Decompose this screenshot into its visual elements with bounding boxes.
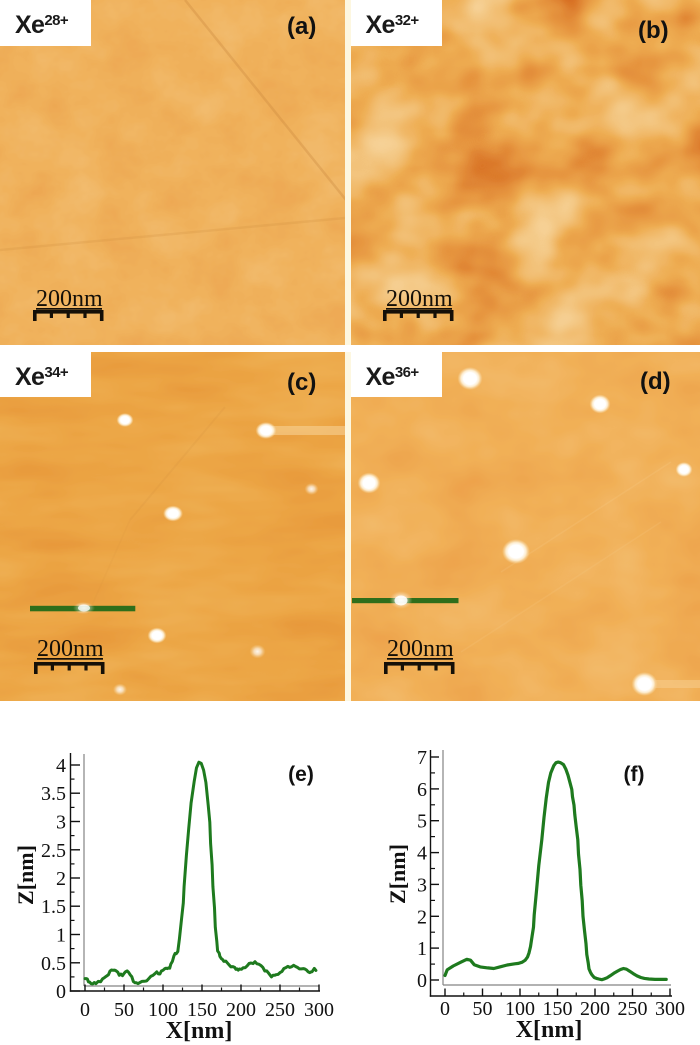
svg-text:0: 0 bbox=[417, 970, 427, 992]
svg-text:3.5: 3.5 bbox=[41, 783, 66, 805]
svg-text:X[nm]: X[nm] bbox=[166, 1018, 233, 1044]
svg-text:7: 7 bbox=[417, 747, 427, 769]
svg-text:250: 250 bbox=[265, 999, 295, 1021]
svg-text:(f): (f) bbox=[624, 763, 645, 786]
svg-text:100: 100 bbox=[505, 998, 535, 1020]
svg-text:200: 200 bbox=[226, 999, 256, 1021]
svg-text:250: 250 bbox=[618, 998, 648, 1020]
svg-text:50: 50 bbox=[473, 998, 493, 1020]
svg-text:50: 50 bbox=[114, 999, 134, 1021]
svg-text:0: 0 bbox=[440, 998, 450, 1020]
svg-text:Z[nm]: Z[nm] bbox=[385, 844, 410, 904]
svg-text:1: 1 bbox=[56, 925, 66, 947]
svg-text:200nm: 200nm bbox=[37, 636, 104, 662]
svg-text:200: 200 bbox=[580, 998, 610, 1020]
svg-text:2: 2 bbox=[417, 906, 427, 928]
svg-text:2.5: 2.5 bbox=[41, 840, 66, 862]
svg-text:300: 300 bbox=[655, 998, 685, 1020]
svg-text:1: 1 bbox=[417, 938, 427, 960]
svg-text:0.5: 0.5 bbox=[41, 953, 66, 975]
svg-text:6: 6 bbox=[417, 779, 427, 801]
svg-text:X[nm]: X[nm] bbox=[516, 1017, 583, 1043]
svg-text:Z[nm]: Z[nm] bbox=[13, 845, 38, 905]
svg-text:5: 5 bbox=[417, 811, 427, 833]
svg-text:100: 100 bbox=[148, 999, 178, 1021]
svg-text:4: 4 bbox=[417, 843, 427, 865]
svg-text:(e): (e) bbox=[288, 763, 314, 786]
svg-text:3: 3 bbox=[56, 812, 66, 834]
svg-text:200nm: 200nm bbox=[36, 286, 103, 312]
svg-text:300: 300 bbox=[304, 999, 334, 1021]
svg-text:1.5: 1.5 bbox=[41, 896, 66, 918]
svg-text:150: 150 bbox=[543, 998, 573, 1020]
svg-text:150: 150 bbox=[187, 999, 217, 1021]
svg-text:0: 0 bbox=[56, 981, 66, 1003]
svg-text:0: 0 bbox=[80, 999, 90, 1021]
svg-text:4: 4 bbox=[56, 755, 66, 777]
svg-text:2: 2 bbox=[56, 868, 66, 890]
svg-text:3: 3 bbox=[417, 874, 427, 896]
